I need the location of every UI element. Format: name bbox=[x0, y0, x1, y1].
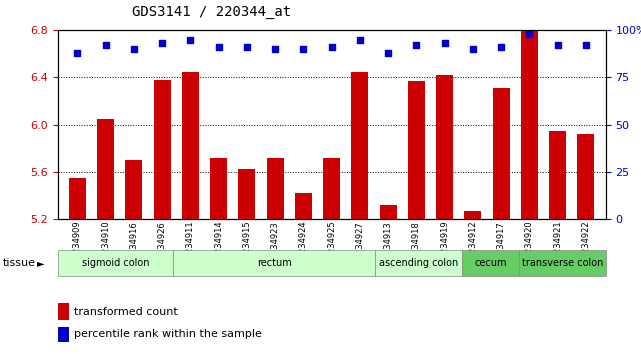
Bar bbox=[351, 72, 369, 219]
Bar bbox=[375, 250, 462, 276]
Point bbox=[72, 50, 83, 56]
Point bbox=[553, 42, 563, 48]
Text: cecum: cecum bbox=[474, 258, 506, 268]
Text: GDS3141 / 220344_at: GDS3141 / 220344_at bbox=[132, 5, 291, 19]
Point bbox=[524, 31, 535, 37]
Point bbox=[129, 46, 139, 52]
Bar bbox=[154, 80, 171, 219]
Bar bbox=[519, 250, 606, 276]
Bar bbox=[493, 88, 510, 219]
Text: rectum: rectum bbox=[256, 258, 292, 268]
Bar bbox=[408, 81, 425, 219]
Bar bbox=[267, 158, 284, 219]
Bar bbox=[173, 250, 375, 276]
Bar bbox=[578, 134, 594, 219]
Point bbox=[242, 44, 252, 50]
Point bbox=[355, 37, 365, 42]
Bar bbox=[182, 72, 199, 219]
Bar bbox=[238, 169, 256, 219]
Bar bbox=[549, 131, 566, 219]
Text: ascending colon: ascending colon bbox=[379, 258, 458, 268]
Bar bbox=[126, 160, 142, 219]
Point bbox=[157, 40, 167, 46]
Text: ►: ► bbox=[37, 258, 45, 268]
Point bbox=[412, 42, 422, 48]
Bar bbox=[462, 250, 519, 276]
Point bbox=[383, 50, 394, 56]
Bar bbox=[97, 119, 114, 219]
Bar bbox=[521, 30, 538, 219]
Bar bbox=[379, 205, 397, 219]
Bar bbox=[58, 250, 173, 276]
Point bbox=[327, 44, 337, 50]
Point bbox=[440, 40, 450, 46]
Text: transverse colon: transverse colon bbox=[522, 258, 603, 268]
Bar bbox=[69, 178, 86, 219]
Text: percentile rank within the sample: percentile rank within the sample bbox=[74, 329, 262, 339]
Point bbox=[581, 42, 591, 48]
Bar bbox=[295, 193, 312, 219]
Text: tissue: tissue bbox=[3, 258, 36, 268]
Point bbox=[270, 46, 280, 52]
Text: transformed count: transformed count bbox=[74, 307, 178, 317]
Bar bbox=[465, 211, 481, 219]
Bar bbox=[210, 158, 227, 219]
Point bbox=[496, 44, 506, 50]
Point bbox=[101, 42, 111, 48]
Text: sigmoid colon: sigmoid colon bbox=[81, 258, 149, 268]
Point bbox=[185, 37, 196, 42]
Bar bbox=[437, 75, 453, 219]
Bar bbox=[323, 158, 340, 219]
Point bbox=[298, 46, 308, 52]
Point bbox=[213, 44, 224, 50]
Point bbox=[468, 46, 478, 52]
